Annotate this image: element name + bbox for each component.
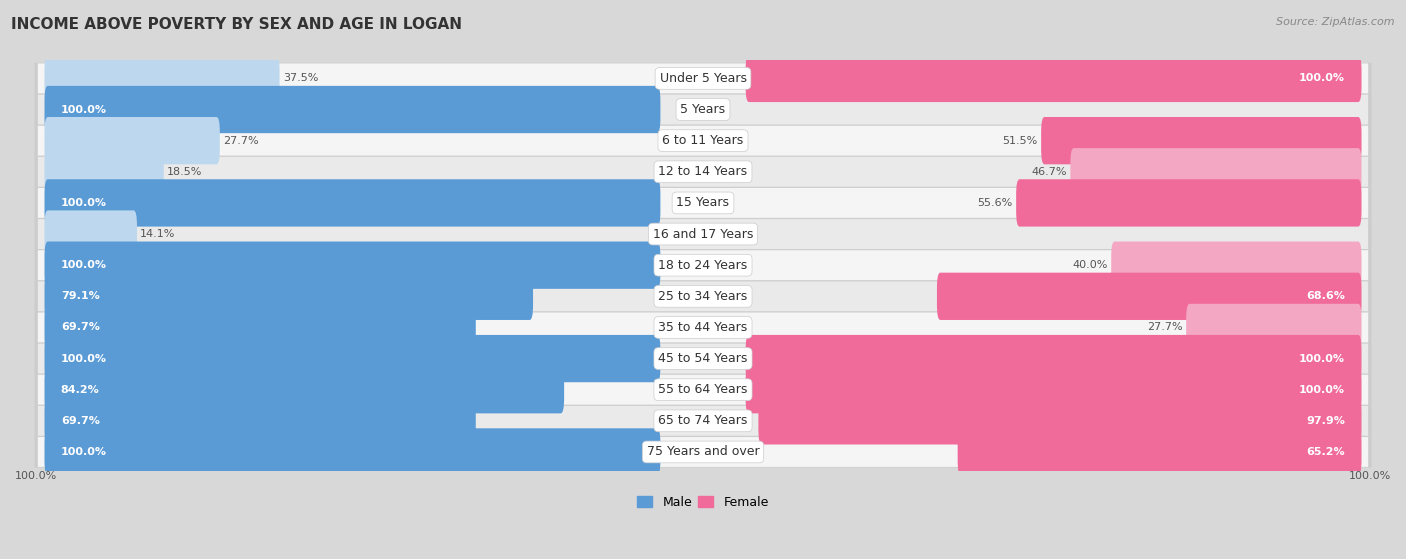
FancyBboxPatch shape [1187,304,1361,351]
FancyBboxPatch shape [38,344,1368,373]
Text: 45 to 54 Years: 45 to 54 Years [658,352,748,365]
FancyBboxPatch shape [35,156,1371,187]
FancyBboxPatch shape [35,250,1371,281]
FancyBboxPatch shape [45,148,163,196]
FancyBboxPatch shape [45,335,661,382]
Text: 100.0%: 100.0% [15,471,58,481]
Text: 27.7%: 27.7% [1147,323,1182,333]
FancyBboxPatch shape [45,55,280,102]
FancyBboxPatch shape [35,437,1371,467]
FancyBboxPatch shape [35,125,1371,156]
Text: 68.6%: 68.6% [1306,291,1346,301]
FancyBboxPatch shape [1017,179,1361,226]
Text: 14.1%: 14.1% [141,229,176,239]
FancyBboxPatch shape [38,94,1368,125]
FancyBboxPatch shape [745,366,1361,413]
FancyBboxPatch shape [38,126,1368,155]
FancyBboxPatch shape [936,273,1361,320]
Text: 37.5%: 37.5% [283,73,318,83]
FancyBboxPatch shape [38,437,1368,467]
Text: 100.0%: 100.0% [60,105,107,115]
FancyBboxPatch shape [35,312,1371,343]
Text: 100.0%: 100.0% [1348,471,1391,481]
Text: 46.7%: 46.7% [1032,167,1067,177]
Legend: Male, Female: Male, Female [633,491,773,514]
FancyBboxPatch shape [35,187,1371,219]
FancyBboxPatch shape [45,117,219,164]
FancyBboxPatch shape [38,250,1368,280]
Text: 69.7%: 69.7% [60,323,100,333]
FancyBboxPatch shape [45,273,533,320]
Text: 75 Years and over: 75 Years and over [647,446,759,458]
Text: 51.5%: 51.5% [1002,136,1038,146]
Text: 27.7%: 27.7% [224,136,259,146]
Text: Source: ZipAtlas.com: Source: ZipAtlas.com [1277,17,1395,27]
FancyBboxPatch shape [38,219,1368,249]
FancyBboxPatch shape [35,281,1371,312]
Text: INCOME ABOVE POVERTY BY SEX AND AGE IN LOGAN: INCOME ABOVE POVERTY BY SEX AND AGE IN L… [11,17,463,32]
Text: 100.0%: 100.0% [60,260,107,270]
FancyBboxPatch shape [745,335,1361,382]
FancyBboxPatch shape [45,366,564,413]
FancyBboxPatch shape [1070,148,1361,196]
FancyBboxPatch shape [745,55,1361,102]
FancyBboxPatch shape [1111,241,1361,289]
Text: 100.0%: 100.0% [1299,354,1346,363]
FancyBboxPatch shape [45,304,475,351]
Text: 55 to 64 Years: 55 to 64 Years [658,383,748,396]
Text: 12 to 14 Years: 12 to 14 Years [658,165,748,178]
FancyBboxPatch shape [35,94,1371,125]
FancyBboxPatch shape [35,374,1371,405]
FancyBboxPatch shape [38,64,1368,93]
Text: Under 5 Years: Under 5 Years [659,72,747,85]
Text: 15 Years: 15 Years [676,196,730,210]
FancyBboxPatch shape [45,428,661,476]
FancyBboxPatch shape [38,406,1368,436]
Text: 6 to 11 Years: 6 to 11 Years [662,134,744,147]
Text: 100.0%: 100.0% [60,198,107,208]
Text: 100.0%: 100.0% [60,447,107,457]
FancyBboxPatch shape [35,63,1371,94]
Text: 55.6%: 55.6% [977,198,1012,208]
FancyBboxPatch shape [38,188,1368,218]
FancyBboxPatch shape [38,312,1368,343]
Text: 18.5%: 18.5% [167,167,202,177]
FancyBboxPatch shape [35,219,1371,250]
Text: 100.0%: 100.0% [60,354,107,363]
Text: 16 and 17 Years: 16 and 17 Years [652,228,754,240]
Text: 65 to 74 Years: 65 to 74 Years [658,414,748,427]
FancyBboxPatch shape [758,397,1361,444]
FancyBboxPatch shape [957,428,1361,476]
FancyBboxPatch shape [35,343,1371,374]
FancyBboxPatch shape [38,157,1368,187]
Text: 35 to 44 Years: 35 to 44 Years [658,321,748,334]
Text: 84.2%: 84.2% [60,385,100,395]
Text: 40.0%: 40.0% [1073,260,1108,270]
FancyBboxPatch shape [38,281,1368,311]
FancyBboxPatch shape [45,397,475,444]
FancyBboxPatch shape [45,241,661,289]
Text: 69.7%: 69.7% [60,416,100,426]
Text: 18 to 24 Years: 18 to 24 Years [658,259,748,272]
FancyBboxPatch shape [35,405,1371,437]
Text: 5 Years: 5 Years [681,103,725,116]
FancyBboxPatch shape [45,86,661,133]
Text: 65.2%: 65.2% [1306,447,1346,457]
Text: 79.1%: 79.1% [60,291,100,301]
FancyBboxPatch shape [45,210,136,258]
FancyBboxPatch shape [45,179,661,226]
Text: 100.0%: 100.0% [1299,73,1346,83]
Text: 97.9%: 97.9% [1306,416,1346,426]
FancyBboxPatch shape [1040,117,1361,164]
Text: 100.0%: 100.0% [1299,385,1346,395]
Text: 25 to 34 Years: 25 to 34 Years [658,290,748,303]
FancyBboxPatch shape [38,375,1368,405]
